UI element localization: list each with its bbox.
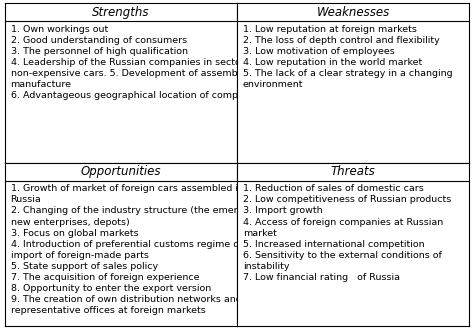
- Text: Opportunities: Opportunities: [81, 165, 161, 178]
- Text: 1. Growth of market of foreign cars assembled in
Russia
2. Changing of the indus: 1. Growth of market of foreign cars asse…: [10, 184, 278, 315]
- Text: Weaknesses: Weaknesses: [317, 6, 390, 19]
- Text: 1. Low reputation at foreign markets
2. The loss of depth control and flexibilit: 1. Low reputation at foreign markets 2. …: [243, 25, 452, 89]
- Text: 1. Reduction of sales of domestic cars
2. Low competitiveness of Russian product: 1. Reduction of sales of domestic cars 2…: [243, 184, 451, 282]
- Text: Threats: Threats: [331, 165, 375, 178]
- Text: 1. Own workings out
2. Good understanding of consumers
3. The personnel of high : 1. Own workings out 2. Good understandin…: [10, 25, 263, 100]
- Text: Strengths: Strengths: [92, 6, 150, 19]
